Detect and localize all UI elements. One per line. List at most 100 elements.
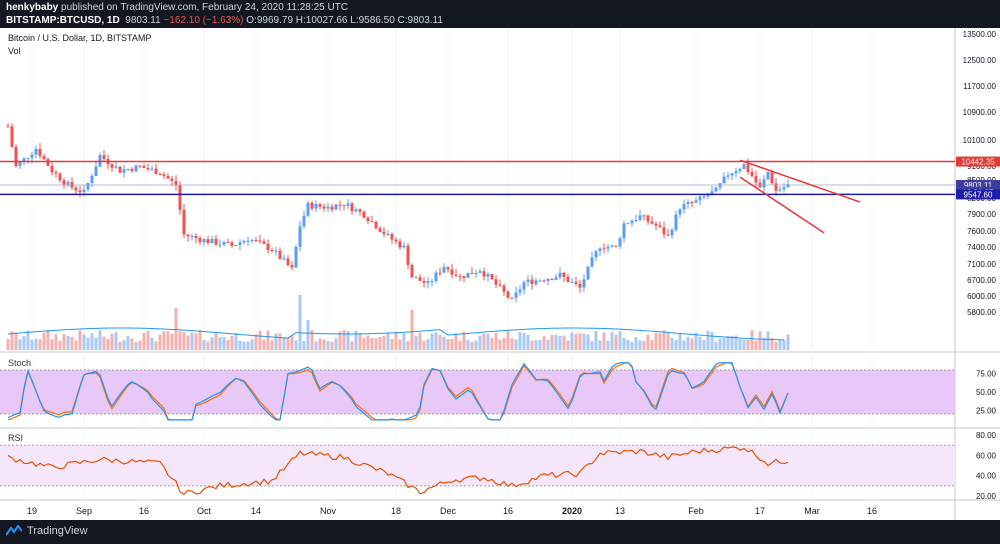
candle-body — [210, 238, 214, 243]
candle-body — [522, 282, 526, 290]
stoch-band — [0, 370, 955, 414]
rsi-tick-label: 80.00 — [976, 431, 997, 440]
volume-bar — [674, 340, 678, 350]
volume-bar — [562, 335, 566, 350]
candle-body — [58, 173, 62, 181]
candle-body — [546, 278, 550, 282]
volume-bar — [626, 339, 630, 350]
volume-bar — [118, 341, 122, 350]
volume-bar — [362, 338, 366, 350]
volume-bar — [418, 332, 422, 350]
volume-bar — [618, 331, 622, 350]
volume-bar — [238, 340, 242, 350]
candle-body — [158, 173, 162, 175]
volume-bar — [582, 333, 586, 350]
chart-canvas[interactable]: 19 Sep 16 Oct 14 Nov 18 Dec 16 2020 13 Feb 17 Mar 16 13… — [0, 28, 1000, 520]
volume-bar — [286, 337, 290, 350]
candle-body — [750, 171, 754, 177]
candle-body — [418, 277, 422, 281]
candle-body — [230, 242, 234, 246]
candle-body — [182, 209, 186, 235]
publisher-name[interactable]: henkybaby — [6, 2, 59, 13]
volume-bar — [18, 339, 22, 350]
volume-bar — [150, 337, 154, 350]
volume-bar — [102, 336, 106, 350]
volume-bar — [550, 334, 554, 350]
candle-body — [638, 215, 642, 220]
candle-body — [558, 272, 562, 278]
volume-bar — [634, 337, 638, 350]
volume-bar — [714, 341, 718, 350]
candle-body — [134, 165, 138, 172]
volume-bar — [162, 331, 166, 350]
candle-body — [406, 245, 410, 265]
candle-body — [162, 174, 166, 176]
volume-bar — [326, 340, 330, 350]
candle-body — [90, 176, 94, 183]
volume-bar — [698, 336, 702, 350]
volume-bar — [466, 339, 470, 350]
candle-body — [666, 234, 670, 236]
candle-body — [694, 200, 698, 203]
candle-body — [6, 126, 10, 128]
volume-bar — [114, 332, 118, 350]
volume-bar — [734, 335, 738, 350]
chart-area[interactable]: 19 Sep 16 Oct 14 Nov 18 Dec 16 2020 13 Feb 17 Mar 16 13… — [0, 28, 1000, 520]
candle-body — [294, 246, 298, 268]
volume-bar — [706, 330, 710, 350]
volume-bar — [642, 341, 646, 350]
price-tick-label: 7100.00 — [967, 260, 996, 269]
volume-bar — [414, 336, 418, 350]
volume-bar — [474, 340, 478, 350]
price-axis-bg — [955, 28, 1000, 520]
price-tick-label: 7900.00 — [967, 210, 996, 219]
volume-bar — [534, 340, 538, 350]
published-info: published on TradingView.com, February 2… — [61, 2, 349, 13]
candle-body — [590, 257, 594, 267]
candle-body — [190, 235, 194, 237]
candle-body — [582, 279, 586, 288]
volume-bar — [650, 339, 654, 350]
volume-bar — [590, 341, 594, 350]
x-tick-label: 2020 — [562, 506, 582, 516]
volume-bar — [190, 332, 194, 350]
volume-bar — [274, 333, 278, 350]
candle-body — [194, 235, 198, 239]
volume-bar — [762, 337, 766, 350]
volume-bar — [282, 337, 286, 350]
x-tick-label: Oct — [197, 506, 212, 516]
volume-bar — [662, 330, 666, 350]
volume-bar — [594, 330, 598, 350]
candle-body — [126, 169, 130, 171]
volume-bar — [226, 340, 230, 350]
volume-bar — [346, 331, 350, 350]
candle-body — [710, 191, 714, 196]
symbol-line: BITSTAMP:BTCUSD, 1D 9803.11 −162.10 (−1.… — [6, 15, 443, 26]
volume-bar — [570, 332, 574, 350]
rsi-label: RSI — [8, 433, 24, 443]
volume-bar — [602, 332, 606, 350]
candle-body — [26, 157, 30, 159]
candle-body — [402, 245, 406, 248]
volume-bar — [310, 330, 314, 350]
candle-body — [738, 169, 742, 172]
volume-bar — [230, 335, 234, 350]
volume-bar — [434, 332, 438, 350]
tradingview-logo[interactable]: TradingView — [6, 525, 88, 537]
candle-body — [222, 241, 226, 245]
volume-bar — [574, 334, 578, 350]
candle-body — [726, 175, 730, 177]
candle-body — [422, 280, 426, 283]
candle-body — [242, 240, 246, 243]
volume-bar — [210, 337, 214, 350]
x-tick-label: 16 — [503, 506, 513, 516]
volume-bar — [430, 333, 434, 350]
volume-bar — [514, 339, 518, 350]
volume-bar — [518, 332, 522, 350]
candle-body — [702, 196, 706, 198]
candle-body — [438, 272, 442, 274]
chart-title: Bitcoin / U.S. Dollar, 1D, BITSTAMP — [8, 33, 152, 43]
candle-body — [706, 195, 710, 197]
volume-bar — [86, 337, 90, 350]
candle-body — [254, 239, 258, 241]
